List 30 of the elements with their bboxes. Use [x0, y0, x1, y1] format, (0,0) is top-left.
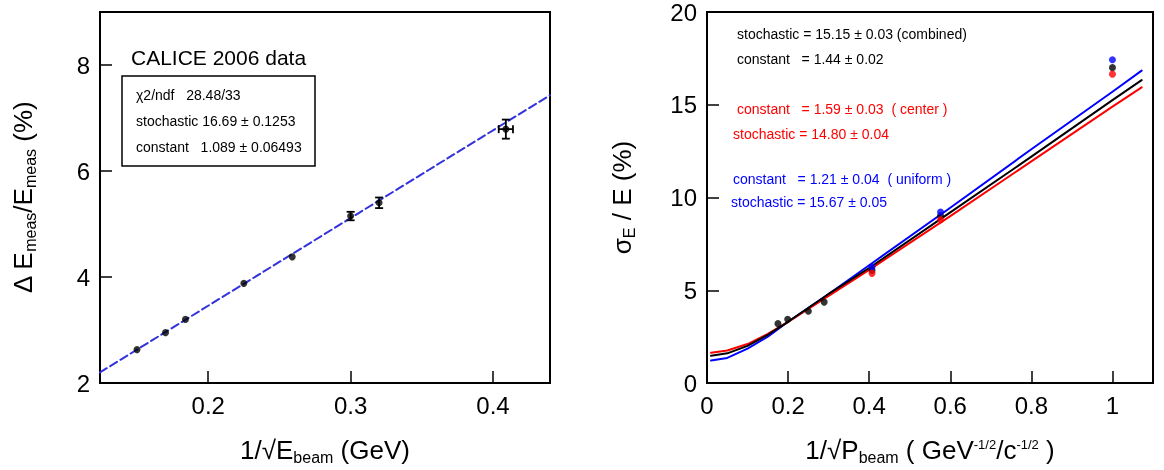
x-tick-label: 0.4: [852, 391, 886, 419]
y-tick-label: 0: [683, 369, 697, 397]
y-tick-label: 4: [76, 263, 90, 291]
x-tick-label: 0.3: [333, 391, 368, 419]
x-tick-label: 1: [1105, 391, 1120, 419]
x-tick-label: 0.4: [476, 391, 510, 419]
annotation: CALICE 2006 data: [131, 46, 307, 69]
y-tick-label: 20: [670, 0, 697, 26]
y-tick-label: 15: [670, 91, 697, 119]
y-tick-label: 8: [76, 51, 90, 79]
x-tick-label: 0: [700, 391, 714, 419]
x-tick-label: 0.2: [191, 391, 225, 419]
annotation: χ2/ndf 28.48/33: [136, 87, 241, 103]
annotation: stochastic = 15.67 ± 0.05: [731, 194, 888, 210]
x-tick-label: 0.6: [933, 391, 967, 419]
annotation: stochastic 16.69 ± 0.1253: [136, 113, 296, 129]
x-tick-label: 0.8: [1014, 391, 1049, 419]
y-tick-label: 10: [670, 184, 697, 211]
annotation: constant = 1.21 ± 0.04 ( uniform ): [733, 171, 952, 187]
y-axis-title: Δ Emeas/Emeas (%): [8, 101, 39, 293]
annotation: constant = 1.44 ± 0.02: [737, 51, 884, 67]
annotation: constant 1.089 ± 0.06493: [136, 139, 302, 155]
y-tick-label: 6: [76, 157, 90, 185]
annotation: constant = 1.59 ± 0.03 ( center ): [737, 101, 948, 117]
x-tick-label: 0.2: [771, 391, 805, 419]
y-tick-label: 2: [76, 369, 90, 397]
annotation: stochastic = 14.80 ± 0.04: [733, 126, 890, 142]
y-axis-title: σE / E (%): [607, 140, 638, 255]
annotation: stochastic = 15.15 ± 0.03 (combined): [737, 26, 967, 42]
y-tick-label: 5: [683, 276, 697, 304]
